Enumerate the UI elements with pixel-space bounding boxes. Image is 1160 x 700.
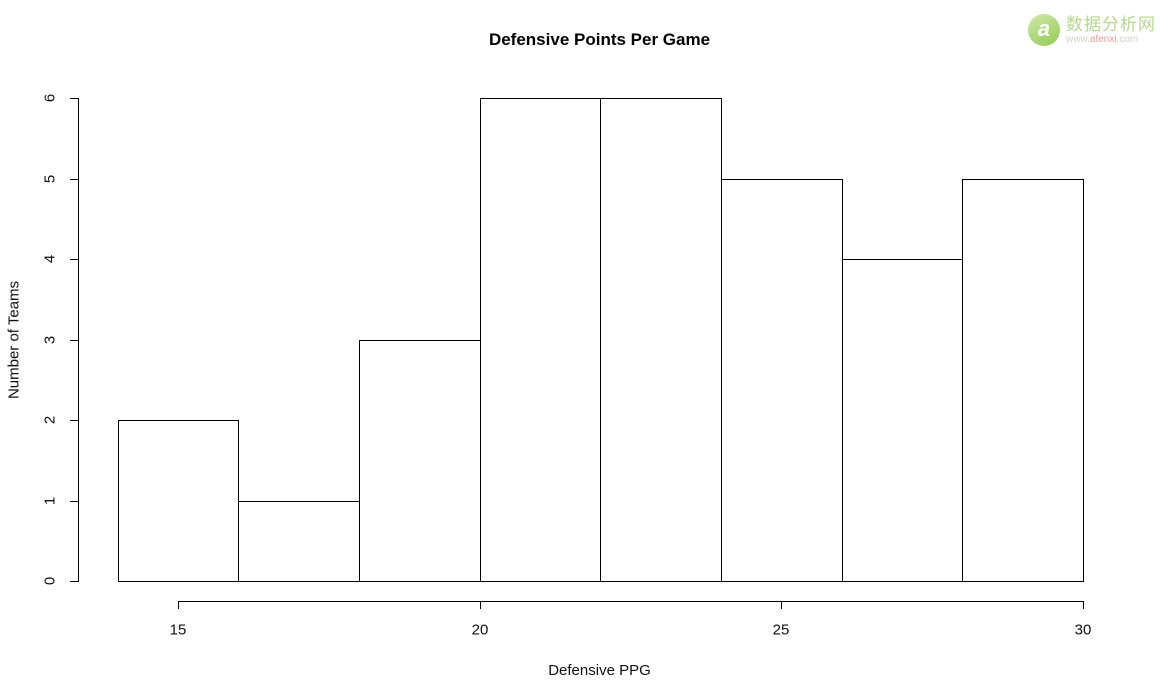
y-axis-tick-label: 5 — [41, 174, 59, 184]
brand-text-block: 数据分析网 www.afenxi.com — [1066, 15, 1156, 45]
y-axis-tick — [70, 179, 78, 180]
x-axis-tick — [1083, 601, 1084, 609]
histogram-bar — [600, 98, 722, 582]
chart-title: Defensive Points Per Game — [488, 30, 711, 49]
histogram-bar — [238, 501, 360, 582]
x-axis-tick-label: 15 — [169, 621, 187, 639]
logo-letter: a — [1037, 16, 1051, 41]
url-suffix: .com — [1116, 34, 1139, 45]
x-axis-tick-label: 30 — [1074, 621, 1092, 639]
x-axis-tick — [178, 601, 179, 609]
x-axis-tick-label: 25 — [772, 621, 790, 639]
y-axis-tick-label: 2 — [41, 415, 59, 425]
y-axis-tick-label: 4 — [41, 254, 59, 264]
y-axis-line — [78, 98, 79, 582]
x-axis-line — [178, 601, 1084, 602]
x-axis-title: Defensive PPG — [548, 662, 651, 679]
url-prefix: www. — [1066, 34, 1090, 45]
watermark-logo: a 数据分析网 www.afenxi.com — [1028, 14, 1156, 46]
brand-logo-icon: a — [1028, 14, 1060, 46]
y-axis-tick — [70, 259, 78, 260]
x-axis-tick-label: 20 — [471, 621, 489, 639]
y-axis-tick-label: 1 — [41, 496, 59, 506]
x-axis-tick — [781, 601, 782, 609]
y-axis-tick — [70, 581, 78, 582]
y-axis-tick-label: 3 — [41, 335, 59, 345]
x-axis-tick — [480, 601, 481, 609]
brand-site-name: 数据分析网 — [1066, 15, 1156, 34]
y-axis-tick — [70, 420, 78, 421]
y-axis-tick-label: 0 — [41, 576, 59, 586]
histogram-bar — [842, 259, 963, 582]
y-axis-tick — [70, 501, 78, 502]
y-axis-tick-label: 6 — [41, 93, 59, 103]
histogram-bar — [480, 98, 601, 582]
url-domain: afenxi — [1089, 34, 1117, 45]
y-axis-title: Number of Teams — [5, 280, 23, 400]
histogram-bar — [359, 340, 481, 582]
histogram-bar — [721, 179, 843, 582]
histogram-bar — [118, 420, 239, 582]
y-axis-tick — [70, 340, 78, 341]
histogram-bar — [962, 179, 1084, 582]
brand-site-url: www.afenxi.com — [1066, 34, 1156, 45]
y-axis-tick — [70, 98, 78, 99]
